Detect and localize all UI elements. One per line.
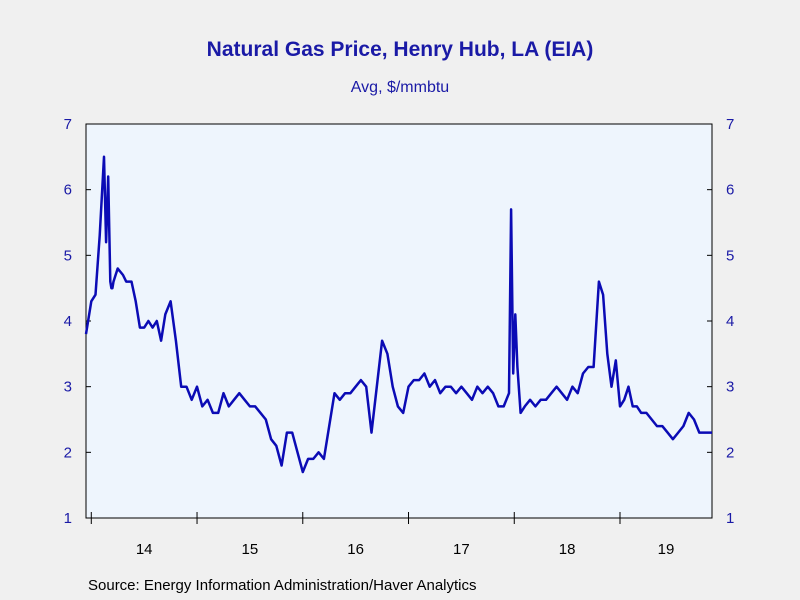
x-axis: 14 15 16 17 18 19: [90, 512, 675, 558]
source-note: Source: Energy Information Administratio…: [88, 577, 477, 594]
series-line: [84, 155, 712, 474]
x-tick-label: 15: [242, 541, 259, 558]
plot-area: [85, 123, 713, 519]
x-tick-label: 16: [347, 541, 364, 558]
y-tick-label-right: 6: [726, 182, 734, 199]
y-tick-label-right: 5: [726, 247, 734, 264]
y-tick-label-right: 4: [726, 313, 734, 330]
y-tick-label-left: 5: [64, 247, 72, 264]
y-tick-label-left: 7: [64, 116, 72, 133]
chart-subtitle: Avg, $/mmbtu: [350, 79, 450, 96]
y-tick-label-right: 3: [726, 379, 734, 396]
x-tick-label: 14: [136, 541, 153, 558]
y-tick-label-right: 7: [726, 116, 734, 133]
y-tick-label-right: 1: [726, 510, 734, 527]
x-tick-label: 18: [559, 541, 576, 558]
y-tick-label-left: 4: [64, 313, 72, 330]
y-tick-label-left: 3: [64, 379, 72, 396]
x-tick-label: 19: [658, 541, 675, 558]
right-axis: 1 2 3 4 5 6 7: [707, 116, 734, 527]
y-tick-label-left: 6: [64, 182, 72, 199]
y-tick-label-left: 1: [64, 510, 72, 527]
left-axis: 1 2 3 4 5 6 7: [64, 116, 91, 527]
y-tick-label-left: 2: [64, 444, 72, 461]
y-tick-label-right: 2: [726, 444, 734, 461]
chart-title: Natural Gas Price, Henry Hub, LA (EIA): [206, 38, 594, 61]
x-tick-label: 17: [453, 541, 470, 558]
